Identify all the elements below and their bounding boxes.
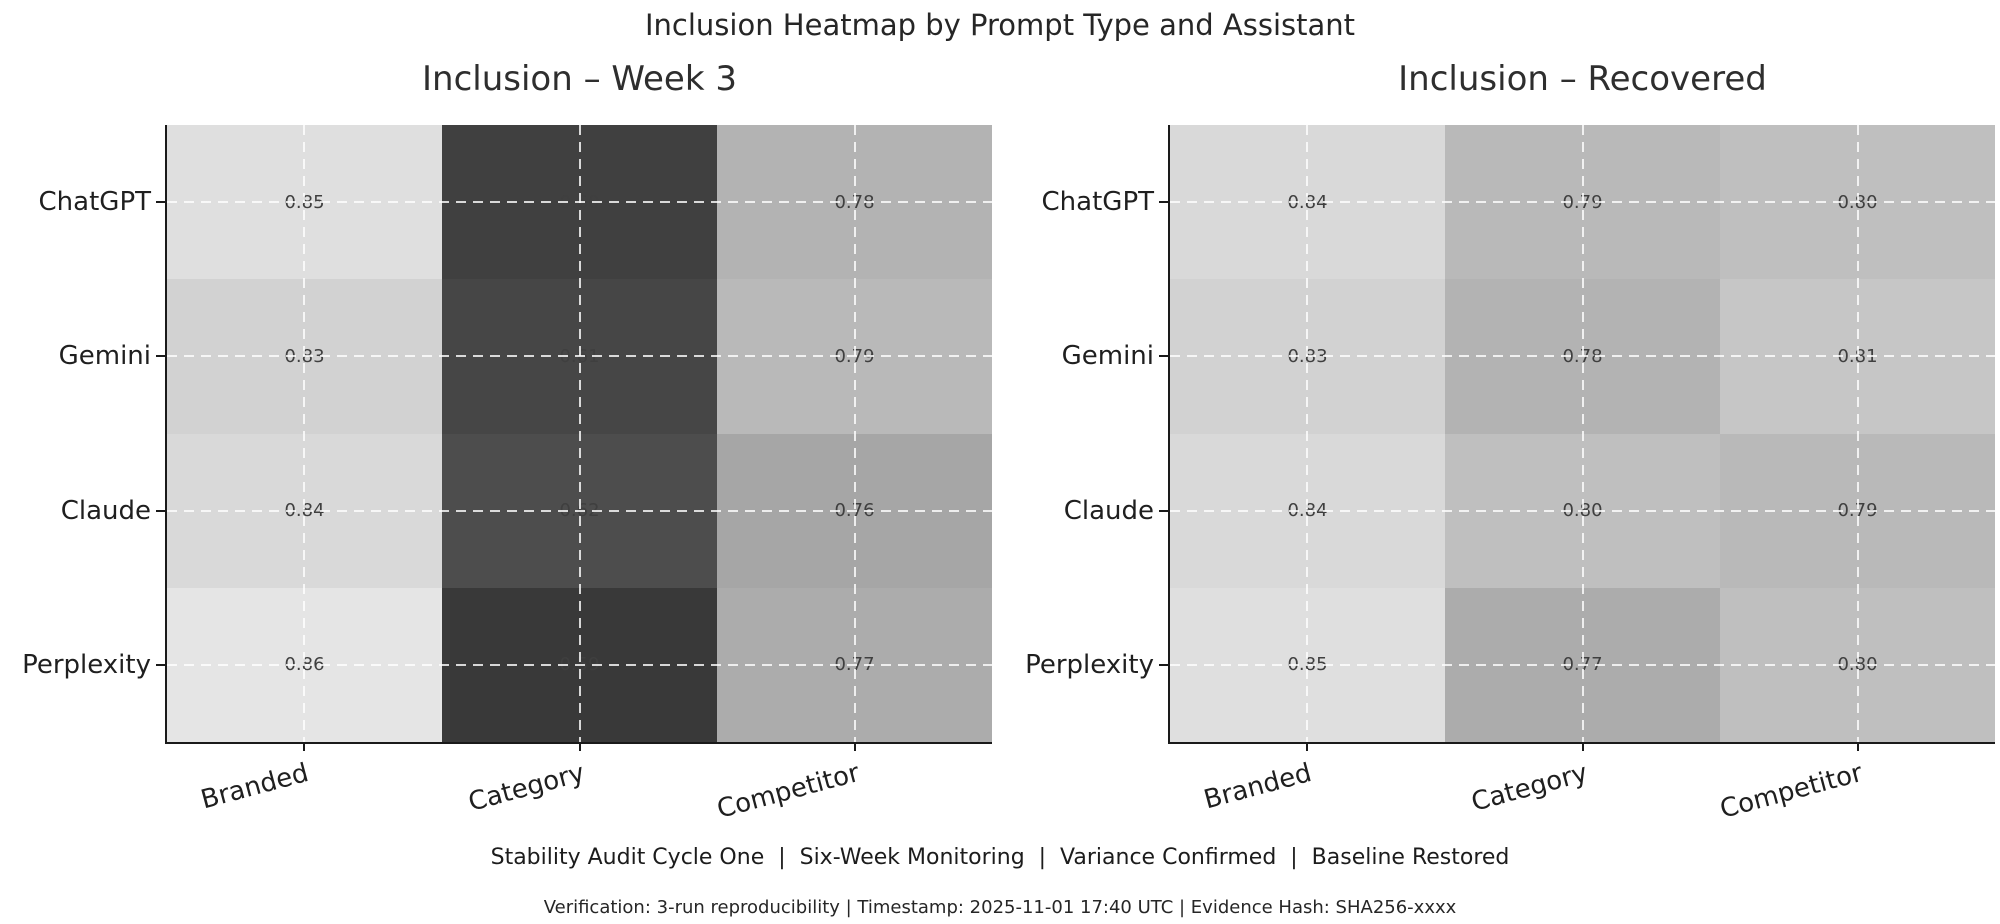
y-tick-mark — [1159, 355, 1170, 358]
x-tick-mark — [303, 742, 306, 751]
y-tick-mark — [156, 201, 167, 204]
x-tick-mark — [1581, 742, 1584, 751]
y-tick-mark — [1159, 509, 1170, 512]
y-tick-mark — [1159, 663, 1170, 666]
col-label-branded: Branded — [198, 758, 313, 816]
heatmap-cell: 0.80 — [1444, 433, 1720, 588]
x-tick-mark — [853, 742, 856, 751]
heatmap-cell: 0.85 — [167, 125, 442, 280]
heatmap-cell: 0.61 — [441, 279, 717, 434]
x-tick-mark — [1306, 742, 1309, 751]
heatmap-week3: Inclusion – Week 3 0.85 0.60 0.78 0.83 0.61 0… — [22, 59, 992, 825]
heatmap-cell: 0.77 — [1444, 587, 1720, 742]
heatmap-cell: 0.84 — [167, 433, 442, 588]
cell-value: 0.85 — [284, 191, 325, 213]
y-tick-mark — [1159, 201, 1170, 204]
subplot-title-week3: Inclusion – Week 3 — [422, 59, 737, 99]
y-tick-mark — [156, 663, 167, 666]
heatmap-cell: 0.85 — [1170, 587, 1445, 742]
cell-value: 0.79 — [1562, 191, 1603, 213]
cell-value: 0.84 — [1287, 500, 1328, 522]
col-label-category: Category — [464, 758, 588, 818]
cell-value: 0.81 — [1837, 345, 1878, 367]
heatmap-cell: 0.60 — [441, 125, 717, 280]
cell-value: 0.79 — [834, 345, 875, 367]
x-tick-mark — [578, 742, 581, 751]
cell-value: 0.80 — [1837, 191, 1878, 213]
figure-title: Inclusion Heatmap by Prompt Type and Ass… — [644, 8, 1356, 42]
cell-value: 0.76 — [834, 500, 875, 522]
row-label-claude: Claude — [1063, 495, 1154, 526]
cell-value: 0.77 — [834, 654, 875, 676]
cell-value: 0.80 — [1837, 654, 1878, 676]
heatmap-cell: 0.78 — [1444, 279, 1720, 434]
heatmap-cell: 0.84 — [1170, 125, 1445, 280]
heatmap-cell: 0.59 — [441, 587, 717, 742]
subplot-title-recovered: Inclusion – Recovered — [1398, 59, 1767, 99]
heatmap-cell: 0.62 — [441, 433, 717, 588]
cell-value: 0.78 — [834, 191, 875, 213]
heatmap-cell: 0.84 — [1170, 433, 1445, 588]
cell-value: 0.77 — [1562, 654, 1603, 676]
cell-value: 0.80 — [1562, 500, 1603, 522]
heatmap-cell: 0.76 — [716, 433, 992, 588]
heatmap-cell: 0.80 — [1719, 125, 1995, 280]
col-label-category: Category — [1467, 758, 1591, 818]
col-label-competitor: Competitor — [1716, 758, 1866, 825]
row-label-claude: Claude — [60, 495, 151, 526]
cell-value: 0.83 — [284, 345, 325, 367]
cell-value: 0.84 — [284, 500, 325, 522]
cell-value: 0.61 — [559, 345, 600, 367]
col-label-branded: Branded — [1201, 758, 1316, 816]
heatmap-cell: 0.79 — [716, 279, 992, 434]
cell-value: 0.86 — [284, 654, 325, 676]
footer-audit-summary: Stability Audit Cycle One | Six-Week Mon… — [490, 845, 1510, 870]
heatmap-cell: 0.80 — [1719, 587, 1995, 742]
cell-value: 0.59 — [559, 654, 600, 676]
heatmap-cell: 0.77 — [716, 587, 992, 742]
heatmap-cell: 0.86 — [167, 587, 442, 742]
x-tick-mark — [1856, 742, 1859, 751]
cell-value: 0.85 — [1287, 654, 1328, 676]
col-label-competitor: Competitor — [713, 758, 863, 825]
heatmap-recovered: Inclusion – Recovered 0.84 0.79 0.80 0.83 0.… — [1025, 59, 1995, 825]
heatmap-cell: 0.79 — [1444, 125, 1720, 280]
heatmap-cell: 0.83 — [1170, 279, 1445, 434]
row-label-gemini: Gemini — [1061, 341, 1154, 372]
cell-value: 0.79 — [1837, 500, 1878, 522]
cell-value: 0.83 — [1287, 345, 1328, 367]
y-tick-mark — [156, 509, 167, 512]
row-label-perplexity: Perplexity — [1025, 649, 1154, 680]
row-label-gemini: Gemini — [58, 341, 151, 372]
heatmap-cell: 0.83 — [167, 279, 442, 434]
footer-verification: Verification: 3-run reproducibility | Ti… — [543, 897, 1457, 918]
y-tick-mark — [156, 355, 167, 358]
row-label-chatgpt: ChatGPT — [1041, 187, 1154, 218]
cell-value: 0.60 — [559, 191, 600, 213]
cell-value: 0.78 — [1562, 345, 1603, 367]
heatmap-cell: 0.81 — [1719, 279, 1995, 434]
cell-value: 0.62 — [559, 500, 600, 522]
cell-value: 0.84 — [1287, 191, 1328, 213]
heatmap-cell: 0.78 — [716, 125, 992, 280]
heatmap-cell: 0.79 — [1719, 433, 1995, 588]
row-label-perplexity: Perplexity — [22, 649, 151, 680]
row-label-chatgpt: ChatGPT — [38, 187, 151, 218]
